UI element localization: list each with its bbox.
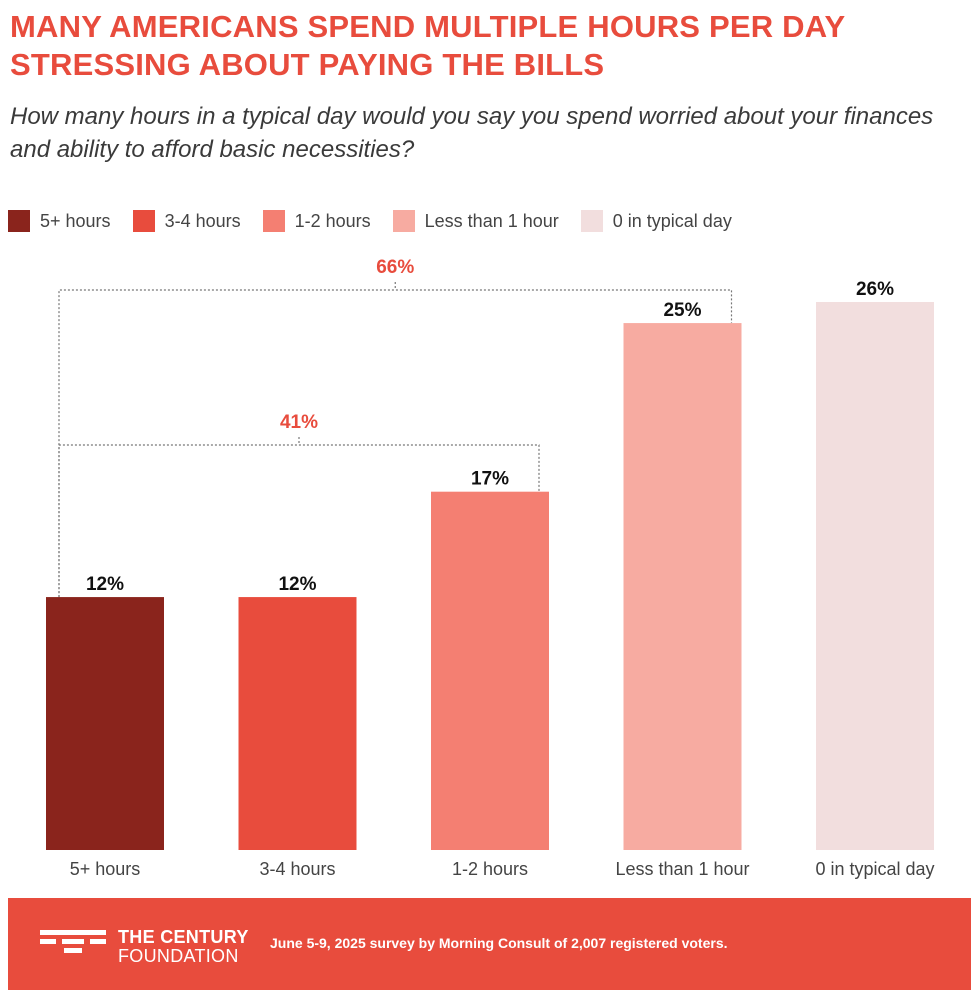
legend-item-zero: 0 in typical day — [580, 210, 732, 232]
legend-label: Less than 1 hour — [424, 210, 559, 231]
footer-banner: THE CENTURY FOUNDATION June 5-9, 2025 su… — [8, 898, 971, 990]
data-label: 17% — [471, 469, 509, 490]
bar — [623, 323, 742, 850]
data-label: 12% — [278, 574, 316, 595]
legend-item-less-than-1: Less than 1 hour — [392, 210, 559, 232]
title-line-2: STRESSING ABOUT PAYING THE BILLS — [10, 47, 605, 82]
bracket-line — [58, 444, 540, 598]
bracket-line — [58, 289, 733, 598]
title-line-1: MANY AMERICANS SPEND MULTIPLE HOURS PER … — [10, 9, 846, 44]
bracket-label: 66% — [376, 257, 414, 278]
legend-label: 3-4 hours — [164, 210, 241, 231]
chart-title: MANY AMERICANS SPEND MULTIPLE HOURS PER … — [10, 8, 970, 84]
logo-text-line-2: FOUNDATION — [118, 946, 239, 966]
subtitle-line-2: and ability to afford basic necessities? — [10, 136, 415, 163]
data-label: 12% — [86, 574, 124, 595]
category-label: Less than 1 hour — [615, 859, 749, 879]
category-label: 3-4 hours — [259, 859, 335, 879]
bar — [238, 597, 357, 850]
legend-label: 5+ hours — [40, 210, 111, 231]
legend-swatch — [262, 210, 285, 232]
bracket-label: 41% — [280, 412, 318, 433]
logo-text-line-1: THE CENTURY — [118, 927, 249, 947]
bar-chart: 66% 41% 12% 5+ hours 12% 3-4 hours 17% 1-2 hour… — [46, 257, 935, 879]
legend-swatch — [8, 210, 30, 232]
legend-swatch — [580, 210, 603, 232]
legend-label: 0 in typical day — [612, 210, 732, 231]
legend-swatch — [392, 210, 415, 232]
bar — [816, 302, 934, 850]
data-label: 26% — [856, 279, 894, 300]
legend-item-3to4: 3-4 hours — [132, 210, 241, 232]
category-label: 0 in typical day — [815, 859, 934, 879]
legend-item-1to2: 1-2 hours — [262, 210, 371, 232]
bar — [46, 597, 164, 850]
century-foundation-logo-icon — [40, 930, 106, 953]
source-note: June 5-9, 2025 survey by Morning Consult… — [270, 935, 728, 951]
subtitle-line-1: How many hours in a typical day would yo… — [10, 103, 934, 130]
category-label: 5+ hours — [70, 859, 141, 879]
legend-item-5plus: 5+ hours — [8, 210, 111, 232]
bar — [431, 491, 549, 850]
legend-swatch — [132, 210, 155, 232]
chart-subtitle: How many hours in a typical day would yo… — [10, 100, 960, 166]
category-label: 1-2 hours — [452, 859, 528, 879]
legend: 5+ hours 3-4 hours 1-2 hours Less than 1… — [8, 208, 754, 234]
legend-label: 1-2 hours — [294, 210, 371, 231]
data-label: 25% — [663, 300, 701, 321]
